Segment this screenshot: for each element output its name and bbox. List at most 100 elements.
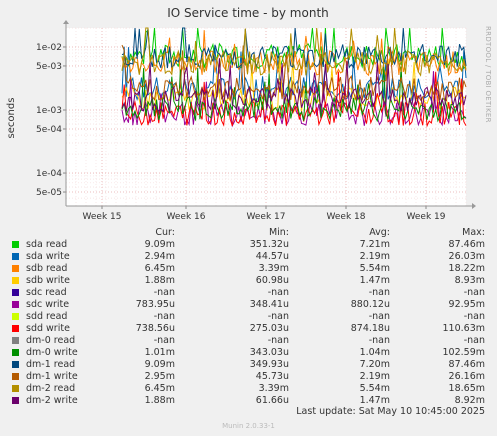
legend-avg-value: 1.47m — [359, 275, 390, 286]
legend-swatch — [12, 265, 19, 272]
legend-swatch — [12, 301, 19, 308]
y-tick-label: 1e-03 — [36, 106, 62, 116]
legend-header: Cur: Min: Avg: Max: — [0, 227, 497, 239]
rrdtool-credit: RRDTOOL / TOBI OETIKER — [484, 26, 492, 123]
x-tick-label: Week 18 — [327, 212, 366, 222]
legend-series-name: sda write — [26, 251, 70, 262]
legend-avg-value: -nan — [368, 335, 390, 346]
legend-max-value: 18.22m — [448, 263, 485, 274]
y-axis-label: seconds — [6, 98, 17, 139]
legend-series-name: dm-0 read — [26, 335, 76, 346]
legend-cur-value: 1.01m — [144, 347, 175, 358]
legend-series-name: sdb read — [26, 263, 68, 274]
legend-series-name: sdb write — [26, 275, 70, 286]
y-tick-label: 1e-04 — [36, 169, 62, 179]
legend-swatch — [12, 385, 19, 392]
legend-swatch — [12, 313, 19, 320]
legend-min-value: 3.39m — [258, 263, 289, 274]
legend-series-name: sdd read — [26, 311, 68, 322]
series-line-dm-2-read — [121, 27, 467, 77]
legend-avg-value: 1.47m — [359, 395, 390, 406]
legend-avg-value: 1.04m — [359, 347, 390, 358]
legend-avg-value: 2.19m — [359, 371, 390, 382]
legend-series-name: sdd write — [26, 323, 70, 334]
legend-max-value: 18.65m — [448, 383, 485, 394]
series-line-sdd-write — [121, 71, 467, 128]
legend-max-value: 102.59m — [442, 347, 486, 358]
legend-row: dm-2 write 1.88m 61.66u 1.47m 8.92m — [0, 395, 497, 407]
y-tick-label: 5e-05 — [36, 188, 62, 198]
col-cur-header: Cur: — [155, 227, 175, 238]
legend-series-name: sda read — [26, 239, 68, 250]
legend-row: sda read 9.09m 351.32u 7.21m 87.46m — [0, 239, 497, 251]
legend-cur-value: 6.45m — [144, 383, 175, 394]
x-tick-label: Week 19 — [407, 212, 446, 222]
legend-series-name: dm-2 write — [26, 395, 78, 406]
legend-row: sdb read 6.45m 3.39m 5.54m 18.22m — [0, 263, 497, 275]
legend-min-value: 44.57u — [255, 251, 289, 262]
legend-min-value: -nan — [267, 311, 289, 322]
legend-cur-value: 2.95m — [144, 371, 175, 382]
legend-avg-value: 7.20m — [359, 359, 390, 370]
legend-max-value: 26.03m — [448, 251, 485, 262]
legend-min-value: 349.93u — [249, 359, 289, 370]
legend-swatch — [12, 361, 19, 368]
legend-row: dm-2 read 6.45m 3.39m 5.54m 18.65m — [0, 383, 497, 395]
legend-max-value: 87.46m — [448, 359, 485, 370]
x-tick-label: Week 17 — [247, 212, 286, 222]
legend-row: dm-1 read 9.09m 349.93u 7.20m 87.46m — [0, 359, 497, 371]
legend-min-value: -nan — [267, 287, 289, 298]
legend-min-value: 45.73u — [255, 371, 289, 382]
legend-swatch — [12, 277, 19, 284]
legend-max-value: 87.46m — [448, 239, 485, 250]
legend-min-value: 348.41u — [249, 299, 289, 310]
legend-max-value: 8.93m — [454, 275, 485, 286]
col-max-header: Max: — [462, 227, 485, 238]
legend-max-value: 110.63m — [442, 323, 486, 334]
y-tick-label: 5e-03 — [36, 62, 62, 72]
axes: 5e-05 1e-04 5e-04 1e-03 5e-03 1e-02 Week 15 Wee… — [36, 20, 476, 222]
legend-cur-value: 783.95u — [135, 299, 175, 310]
legend-min-value: 343.03u — [249, 347, 289, 358]
legend-avg-value: 2.19m — [359, 251, 390, 262]
legend-avg-value: -nan — [368, 311, 390, 322]
legend-swatch — [12, 337, 19, 344]
legend-max-value: -nan — [463, 335, 485, 346]
legend-avg-value: 5.54m — [359, 383, 390, 394]
legend-swatch — [12, 373, 19, 380]
x-tick-label: Week 15 — [83, 212, 122, 222]
legend-cur-value: 9.09m — [144, 239, 175, 250]
series-lines — [121, 27, 467, 128]
legend-row: sda write 2.94m 44.57u 2.19m 26.03m — [0, 251, 497, 263]
legend-max-value: 26.16m — [448, 371, 485, 382]
x-tick-label: Week 16 — [167, 212, 206, 222]
series-line-dm-1-write — [121, 44, 467, 102]
legend-max-value: 92.95m — [448, 299, 485, 310]
legend-cur-value: -nan — [153, 335, 175, 346]
x-axis-arrow — [472, 203, 476, 209]
legend-swatch — [12, 253, 19, 260]
chart-title: IO Service time - by month — [167, 6, 329, 20]
col-min-header: Min: — [268, 227, 289, 238]
legend-series-name: dm-1 read — [26, 359, 76, 370]
legend-series-name: dm-2 read — [26, 383, 76, 394]
legend-series-name: sdc write — [26, 299, 70, 310]
series-line-sdb-read — [121, 30, 467, 77]
legend-min-value: 3.39m — [258, 383, 289, 394]
legend-row: dm-1 write 2.95m 45.73u 2.19m 26.16m — [0, 371, 497, 383]
legend-avg-value: 874.18u — [350, 323, 390, 334]
legend-row: dm-0 write 1.01m 343.03u 1.04m 102.59m — [0, 347, 497, 359]
legend-min-value: 61.66u — [255, 395, 289, 406]
legend-row: sdc write 783.95u 348.41u 880.12u 92.95m — [0, 299, 497, 311]
legend-row: sdd write 738.56u 275.03u 874.18u 110.63m — [0, 323, 497, 335]
legend-avg-value: 5.54m — [359, 263, 390, 274]
legend-swatch — [12, 325, 19, 332]
legend-min-value: 351.32u — [249, 239, 289, 250]
legend-avg-value: 880.12u — [350, 299, 390, 310]
legend-row: sdc read -nan -nan -nan -nan — [0, 287, 497, 299]
y-axis-arrow — [63, 20, 69, 24]
legend-cur-value: 738.56u — [135, 323, 175, 334]
legend-min-value: -nan — [267, 335, 289, 346]
y-tick-label: 5e-04 — [36, 125, 62, 135]
